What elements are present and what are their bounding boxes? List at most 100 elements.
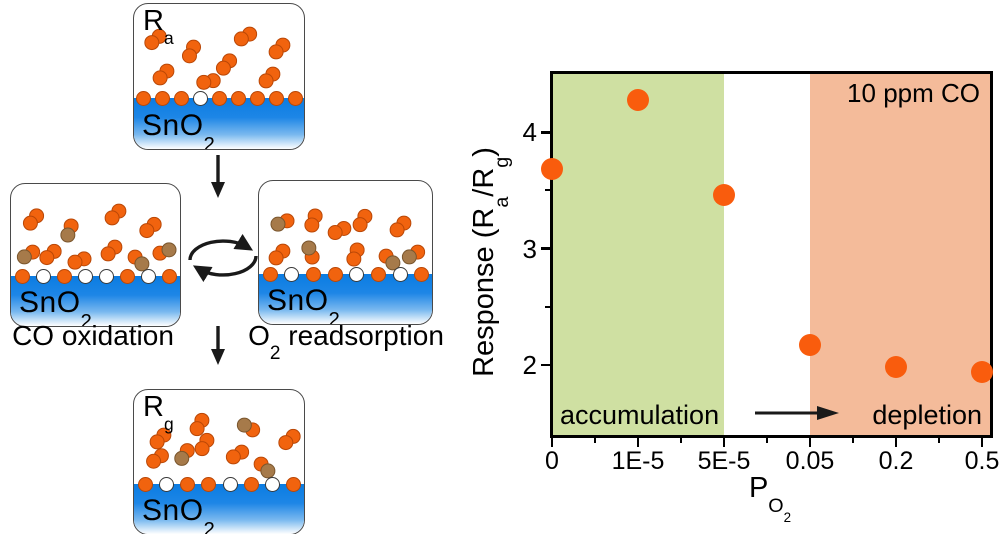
x-major-tick [550,438,554,447]
right-arrow-icon [755,406,839,420]
panel-o2-readsorption-state: SnO2 [258,180,433,325]
x-minor-tick [766,438,768,443]
surface-oxygen-dot [327,266,343,282]
oxygen-atom [268,250,284,266]
x-major-tick [980,438,984,447]
panel-rg-state: Rg SnO2 [133,389,305,534]
gas-molecules [259,181,432,324]
x-tick-label: 1E-5 [611,447,665,475]
depletion-label: depletion [872,400,982,430]
oxygen-atom [144,35,160,51]
sno2-surface [11,276,180,326]
material-label: SnO2 [142,493,216,534]
x-minor-tick [680,438,682,443]
x-major-tick [894,438,898,447]
y-tick-label: 2 [522,350,537,381]
surface-oxygen-dot [306,266,322,282]
oxygen-vacancy-dot [35,269,51,285]
oxygen-vacancy-dot [392,266,408,282]
carbon-atom [174,450,190,466]
y-tick-label: 4 [522,117,537,148]
surface-oxygen-dot [56,269,72,285]
x-tick-label: 0.5 [964,447,1000,475]
x-tick-label: 0.05 [785,447,835,475]
data-point [713,184,735,207]
surface-oxygen-dot [287,91,303,107]
carbon-atom [60,227,76,243]
oxygen-atom [304,217,320,233]
x-minor-tick [594,438,596,443]
oxygen-atom [100,246,116,262]
panel-ra-state: Ra SnO2 [133,3,305,150]
surface-oxygen-dot [268,91,284,107]
x-tick-label: 0 [545,447,559,475]
surface-oxygen-dot [180,476,196,492]
carbon-atom [270,216,286,232]
oxygen-vacancy-dot [284,266,300,282]
carbon-atom [161,242,177,258]
surface-oxygen-dot [201,476,217,492]
x-minor-tick [938,438,940,443]
surface-oxygen-dot [249,91,265,107]
y-minor-tick [545,189,550,192]
plot-area: 10 ppm CO accumulation depletion [541,71,993,438]
y-minor-tick [545,305,550,308]
carbon-atom [260,463,276,479]
y-major-tick [541,131,550,134]
x-tick-label: 0.2 [878,447,914,475]
oxygen-atom [104,210,120,226]
data-point [627,88,649,111]
oxygen-vacancy-dot [349,266,365,282]
surface-oxygen-dot [286,476,302,492]
oxygen-atom [195,75,211,91]
surface-oxygen-dot [212,91,227,107]
oxygen-atom [152,70,168,86]
co-oxidation-label: CO oxidation [12,320,174,351]
oxygen-vacancy-dot [265,476,281,492]
surface-oxygen-dot [243,476,259,492]
y-major-tick [541,247,550,250]
oxygen-atom [67,254,83,270]
down-arrow-icon [211,326,225,365]
carbon-atom [301,240,317,256]
o2-readsorption-label: O2 readsorption [248,320,444,365]
material-label: SnO2 [19,285,93,327]
oxygen-atom [181,48,197,64]
resistance-gas-label: Rg [143,391,174,435]
oxygen-vacancy-dot [193,91,209,107]
oxygen-vacancy-dot [158,476,174,492]
surface-oxygen-dot [370,266,386,282]
x-major-tick [722,438,726,447]
depletion-region [810,74,990,435]
panel-co-oxidation-state: SnO2 [10,183,181,327]
oxygen-atom [233,31,249,47]
material-label: SnO2 [267,283,341,325]
oxygen-atom [327,225,343,241]
y-major-tick [541,363,550,367]
oxygen-atom [389,222,405,238]
oxygen-atom [258,73,274,89]
surface-oxygen-dot [414,266,430,282]
oxygen-atom [149,434,165,450]
surface-oxygen-dot [155,91,171,107]
accumulation-region [553,74,724,435]
oxygen-atom [139,223,155,239]
sno2-surface [259,273,432,324]
oxygen-atom [189,420,205,436]
carbon-atom [237,417,253,433]
oxygen-atom [194,440,210,456]
oxygen-atom [23,215,39,231]
oxygen-atom [268,44,284,60]
surface-oxygen-dot [137,476,153,492]
material-label: SnO2 [142,108,216,150]
resistance-air-label: Ra [143,5,174,49]
oxygen-atom [216,60,232,76]
oxygen-vacancy-dot [99,269,115,285]
carbon-atom [402,249,418,265]
oxygen-vacancy-dot [141,269,157,285]
oxygen-atom [39,250,55,266]
x-axis-label: PO2 [748,472,792,525]
oxygen-atom [145,453,161,469]
oxygen-atom [278,435,294,451]
